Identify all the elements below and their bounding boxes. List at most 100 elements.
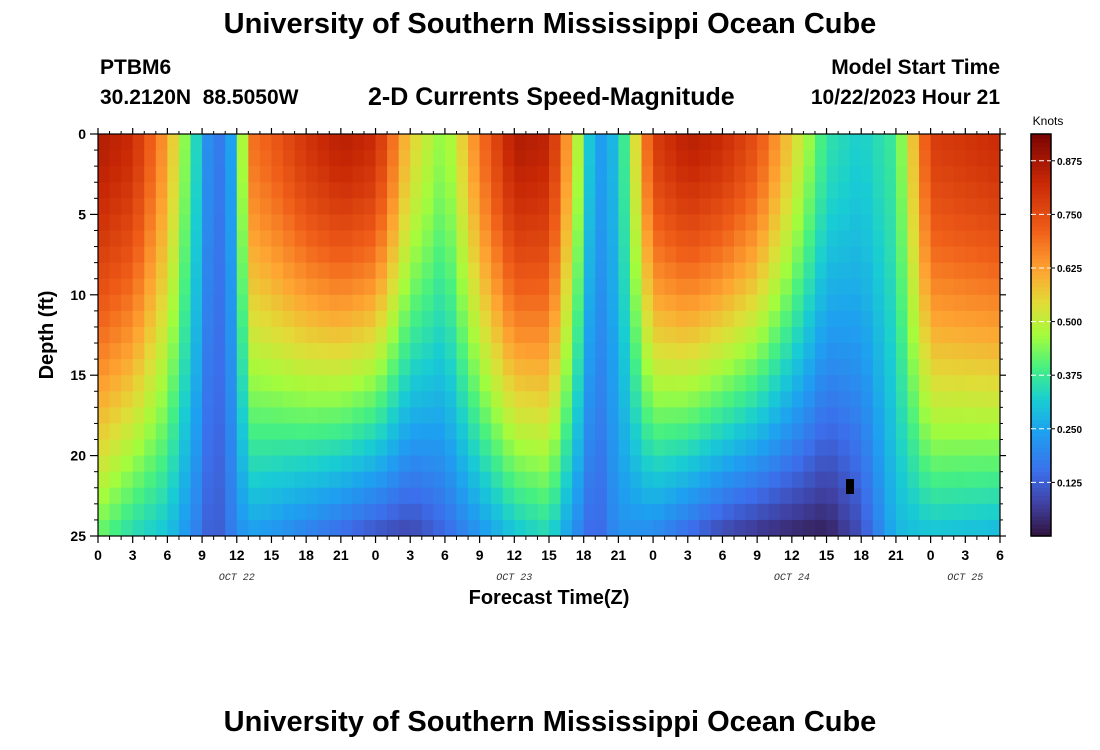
heat-cell <box>109 503 122 521</box>
heat-cell <box>178 214 192 232</box>
heat-cell <box>930 166 943 183</box>
heat-cell <box>132 166 145 183</box>
heat-cell <box>294 375 307 392</box>
heat-cell <box>144 262 157 280</box>
heat-cell <box>259 487 273 505</box>
heat-cell <box>190 455 203 473</box>
heat-cell <box>768 439 781 457</box>
heat-cell <box>121 246 134 264</box>
colorbar-segment <box>1031 162 1051 167</box>
heat-cell <box>907 278 920 296</box>
heat-cell <box>953 310 966 328</box>
heat-cell <box>745 471 758 489</box>
heat-cell <box>306 230 319 248</box>
heat-cell <box>329 246 342 264</box>
heat-cell <box>895 134 909 151</box>
heat-cell <box>919 471 932 489</box>
heat-cell <box>895 262 909 280</box>
heat-cell <box>433 407 446 425</box>
heat-cell <box>687 150 700 167</box>
heat-cell <box>271 471 284 489</box>
heat-cell <box>572 391 585 408</box>
heat-cell <box>98 487 111 505</box>
heat-cell <box>953 407 966 425</box>
heat-cell <box>479 455 492 473</box>
heat-cell <box>583 246 596 264</box>
heat-cell <box>479 343 492 360</box>
heat-cell <box>202 455 215 473</box>
heat-cell <box>884 214 897 232</box>
heat-cell <box>329 423 342 441</box>
heat-cell <box>872 519 885 536</box>
heat-cell <box>953 214 966 232</box>
heat-cell <box>225 198 238 215</box>
heat-cell <box>167 503 180 521</box>
heat-cell <box>976 214 990 232</box>
heat-cell <box>225 391 238 408</box>
heat-cell <box>121 375 134 392</box>
heat-cell <box>352 214 365 232</box>
heat-cell <box>352 391 365 408</box>
heat-cell <box>479 134 492 151</box>
heat-cell <box>907 487 920 505</box>
heat-cell <box>491 487 504 505</box>
heat-cell <box>375 182 388 199</box>
heat-cell <box>479 503 492 521</box>
heat-cell <box>595 166 608 183</box>
heat-cell <box>895 487 909 505</box>
heat-cell <box>421 343 434 360</box>
heat-cell <box>340 391 354 408</box>
heat-cell <box>98 439 111 457</box>
heat-cell <box>641 487 654 505</box>
heat-cell <box>363 230 377 248</box>
heat-cell <box>144 294 157 312</box>
heat-cell <box>965 455 978 473</box>
heat-cell <box>456 134 469 151</box>
heat-cell <box>849 359 862 376</box>
missing-data-cell <box>846 479 854 494</box>
heat-cell <box>294 503 307 521</box>
heat-cell <box>491 198 504 215</box>
heat-cell <box>988 150 1000 167</box>
heat-cell <box>826 134 839 151</box>
heat-cell <box>121 439 134 457</box>
heat-cell <box>410 471 423 489</box>
heat-cell <box>606 198 619 215</box>
heat-cell <box>768 310 781 328</box>
heat-cell <box>560 519 573 536</box>
heat-cell <box>919 343 932 360</box>
heat-cell <box>664 439 677 457</box>
heat-cell <box>618 439 631 457</box>
heat-cell <box>953 439 966 457</box>
heat-cell <box>988 214 1000 232</box>
heat-cell <box>167 375 180 392</box>
x-axis: 0 3 6 9 12 15 18 21 0 3 6 9 12 15 18 21 0 3 6 9 12 15 18 21 0 3 6 <box>94 128 1004 563</box>
heat-cell <box>178 487 192 505</box>
heat-cell <box>988 375 1000 392</box>
heat-cell <box>722 455 735 473</box>
heat-cell <box>664 503 677 521</box>
heat-cell <box>618 310 631 328</box>
heat-cell <box>814 278 828 296</box>
heat-cell <box>121 310 134 328</box>
heat-cell <box>560 150 573 167</box>
heat-cell <box>965 503 978 521</box>
heat-cell <box>768 326 781 344</box>
heat-cell <box>606 455 619 473</box>
heat-cell <box>132 471 145 489</box>
heat-cell <box>514 262 527 280</box>
heat-cell <box>271 246 284 264</box>
heat-cell <box>132 310 145 328</box>
heat-cell <box>491 246 504 264</box>
heat-cell <box>641 471 654 489</box>
heat-cell <box>549 198 562 215</box>
heat-cell <box>780 166 793 183</box>
heat-cell <box>676 310 689 328</box>
heat-cell <box>907 294 920 312</box>
heat-cell <box>664 246 677 264</box>
heat-cell <box>710 391 724 408</box>
heat-cell <box>699 343 712 360</box>
colorbar-segment <box>1031 210 1051 215</box>
